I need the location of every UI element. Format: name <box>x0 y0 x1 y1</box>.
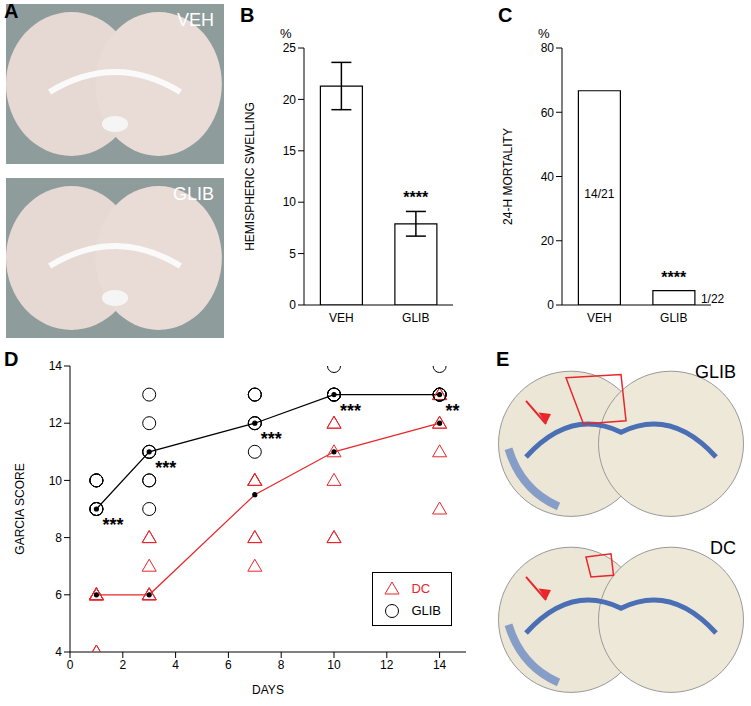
svg-text:14: 14 <box>49 359 63 373</box>
svg-text:14: 14 <box>433 658 447 672</box>
svg-text:14/21: 14/21 <box>584 187 614 201</box>
svg-text:24-H MORTALITY: 24-H MORTALITY <box>501 128 515 225</box>
svg-text:20: 20 <box>283 93 297 107</box>
svg-text:**: ** <box>446 401 460 421</box>
svg-text:***: *** <box>155 458 176 478</box>
svg-text:4: 4 <box>172 658 179 672</box>
svg-text:0: 0 <box>67 658 74 672</box>
svg-text:8: 8 <box>278 658 285 672</box>
html-text:GLIB: GLIB <box>411 602 441 618</box>
svg-text:6: 6 <box>55 588 62 602</box>
html-text:E: E <box>496 348 510 370</box>
svg-text:***: *** <box>102 515 123 535</box>
svg-text:12: 12 <box>380 658 394 672</box>
svg-text:5: 5 <box>289 247 296 261</box>
html-text:B: B <box>240 4 255 26</box>
svg-text:DAYS: DAYS <box>252 683 284 697</box>
svg-text:GLIB: GLIB <box>402 311 429 325</box>
html-text:A: A <box>4 0 19 22</box>
svg-text:HEMISPHERIC SWELLING: HEMISPHERIC SWELLING <box>243 102 257 251</box>
svg-text:8: 8 <box>55 531 62 545</box>
html-text:D: D <box>4 348 19 370</box>
svg-text:40: 40 <box>541 170 555 184</box>
svg-text:0: 0 <box>547 298 554 312</box>
svg-text:10: 10 <box>283 195 297 209</box>
svg-text:10: 10 <box>49 474 63 488</box>
html-text:VEH: VEH <box>177 10 214 30</box>
svg-text:0: 0 <box>289 298 296 312</box>
svg-text:****: **** <box>403 189 429 206</box>
svg-text:VEH: VEH <box>329 311 354 325</box>
svg-text:4: 4 <box>55 645 62 659</box>
html-text:GLIB: GLIB <box>695 362 736 382</box>
svg-text:6: 6 <box>225 658 232 672</box>
svg-text:2: 2 <box>119 658 126 672</box>
html-text:DC: DC <box>710 538 736 558</box>
svg-text:***: *** <box>261 429 282 449</box>
svg-text:12: 12 <box>49 416 63 430</box>
html-text:DC: DC <box>411 580 431 596</box>
svg-text:GARCIA SCORE: GARCIA SCORE <box>13 463 27 554</box>
html-text:C: C <box>498 4 513 26</box>
svg-text:15: 15 <box>283 144 297 158</box>
svg-text:60: 60 <box>541 106 555 120</box>
svg-text:GLIB: GLIB <box>660 311 687 325</box>
svg-text:1/22: 1/22 <box>701 292 725 306</box>
svg-text:10: 10 <box>327 658 341 672</box>
svg-text:80: 80 <box>541 41 555 55</box>
svg-text:VEH: VEH <box>587 311 612 325</box>
svg-text:***: *** <box>340 401 361 421</box>
svg-text:20: 20 <box>541 234 555 248</box>
svg-text:25: 25 <box>283 41 297 55</box>
html-text:GLIB: GLIB <box>173 184 214 204</box>
svg-text:****: **** <box>661 269 687 286</box>
